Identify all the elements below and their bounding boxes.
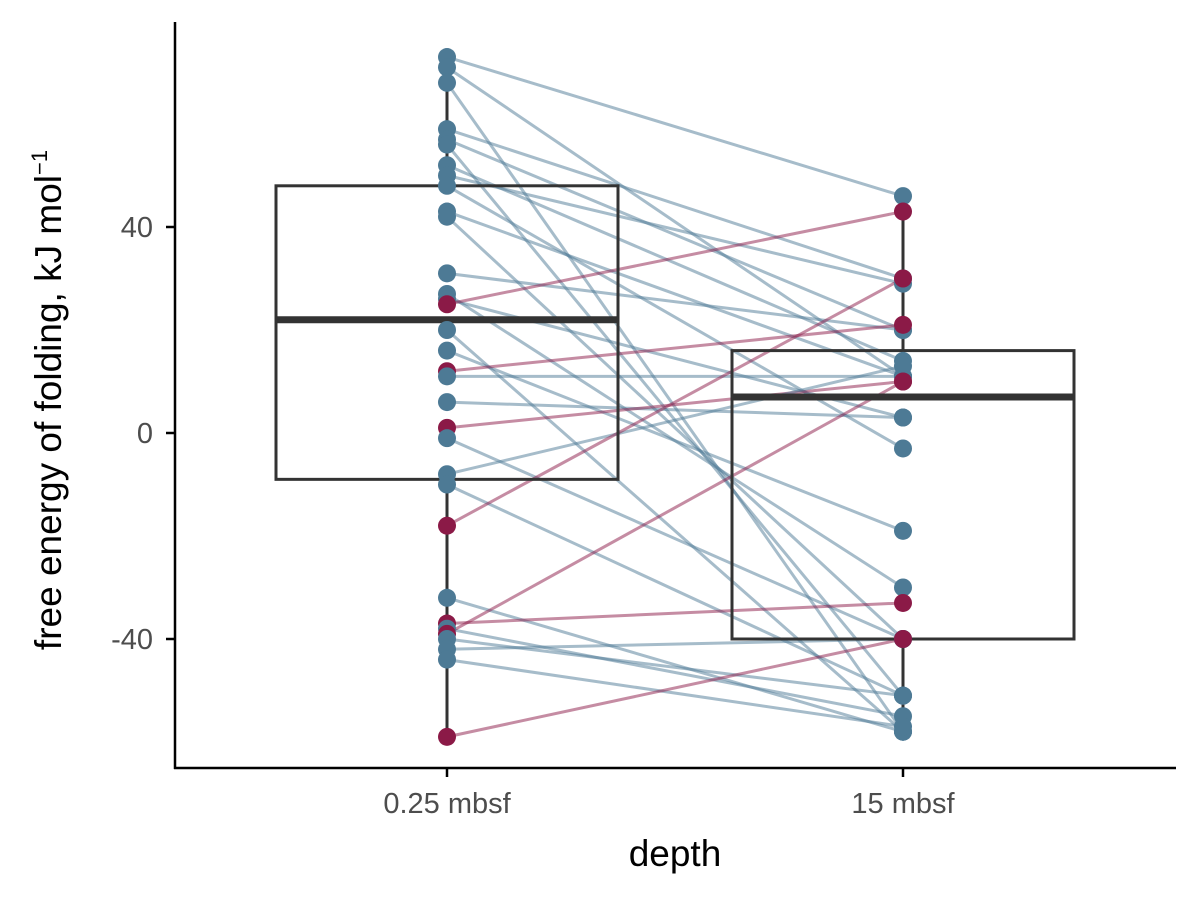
pair-line-18 — [447, 325, 903, 371]
point-27-b — [894, 594, 912, 612]
y-tick-label-1: -40 — [111, 624, 153, 656]
y-axis-title-main: free energy of folding, kJ mol — [28, 175, 69, 650]
point-32-b — [894, 718, 912, 736]
point-22-a — [438, 429, 456, 447]
point-18-b — [894, 316, 912, 334]
point-26-a — [438, 589, 456, 607]
point-1-b — [894, 187, 912, 205]
point-33-b — [894, 630, 912, 648]
point-24-a — [438, 476, 456, 494]
point-17-a — [438, 342, 456, 360]
point-15-a — [438, 295, 456, 313]
point-3-a — [438, 74, 456, 92]
point-6-a — [438, 136, 456, 154]
point-30-b — [894, 687, 912, 705]
point-11-a — [438, 208, 456, 226]
point-29-b — [894, 373, 912, 391]
y-axis-title: free energy of folding, kJ mol−1 — [27, 150, 69, 650]
point-15-b — [894, 203, 912, 221]
point-13-b — [894, 579, 912, 597]
y-ticks: -40 0 40 — [111, 212, 175, 656]
point-20-b — [894, 409, 912, 427]
point-2-a — [438, 58, 456, 76]
point-33-a — [438, 728, 456, 746]
point-9-a — [438, 177, 456, 195]
pair-line-4 — [447, 129, 903, 278]
pair-line-22 — [447, 438, 903, 639]
point-25-a — [438, 517, 456, 535]
point-19-a — [438, 367, 456, 385]
point-23-b — [894, 357, 912, 375]
pair-line-11 — [447, 217, 903, 639]
y-axis-title-superscript: −1 — [27, 150, 52, 175]
point-9-b — [894, 439, 912, 457]
x-axis-title: depth — [629, 833, 722, 874]
x-tick-label-1: 0.25 mbsf — [383, 788, 511, 820]
point-12-a — [438, 264, 456, 282]
point-17-b — [894, 522, 912, 540]
pair-line-3 — [447, 83, 903, 732]
point-25-b — [894, 270, 912, 288]
x-ticks: 0.25 mbsf 15 mbsf — [383, 768, 955, 820]
point-20-a — [438, 393, 456, 411]
pair-line-1 — [447, 57, 903, 196]
y-tick-label-2: 0 — [137, 418, 153, 450]
point-32-a — [438, 651, 456, 669]
point-16-a — [438, 321, 456, 339]
boxes — [276, 57, 1074, 737]
x-tick-label-2: 15 mbsf — [851, 788, 955, 820]
y-tick-label-3: 40 — [121, 212, 153, 244]
